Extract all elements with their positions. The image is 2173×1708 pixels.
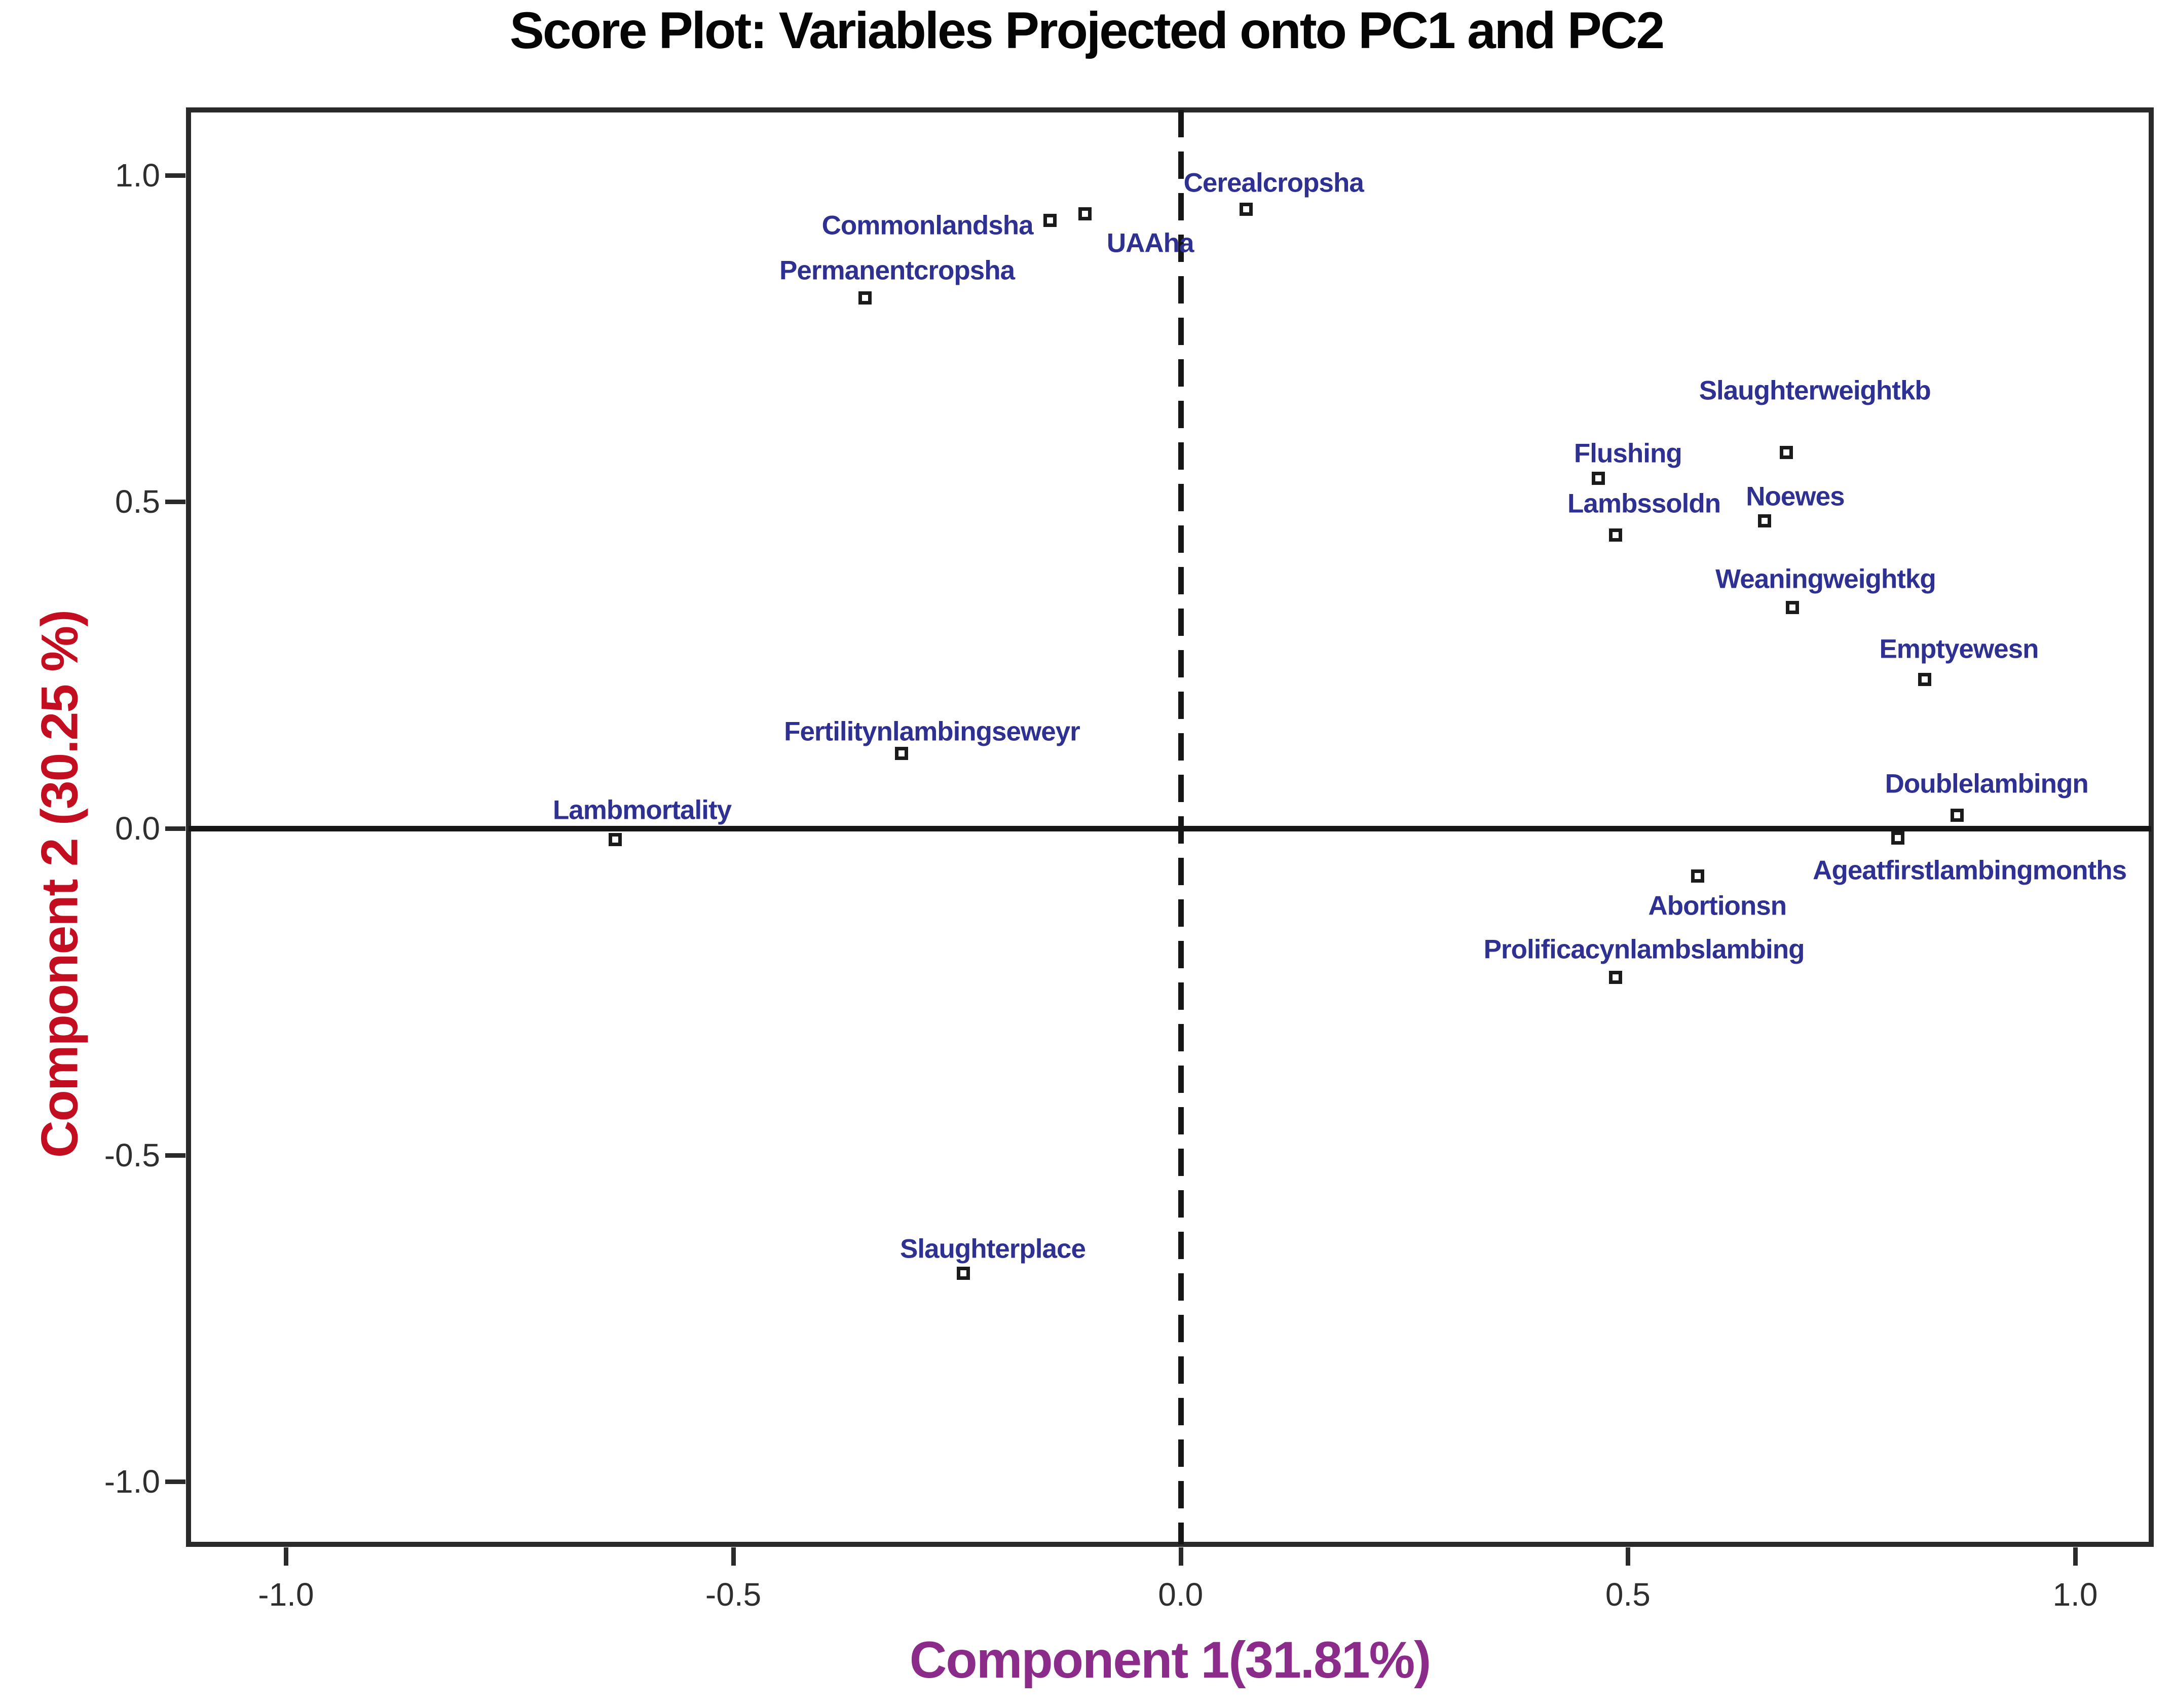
data-point-label: Flushing bbox=[1573, 438, 1682, 469]
data-point-label: Lambmortality bbox=[552, 795, 732, 825]
chart-title: Score Plot: Variables Projected onto PC1… bbox=[509, 2, 1665, 59]
x-axis-tick bbox=[731, 1547, 736, 1566]
data-point-label: Commonlandsha bbox=[821, 210, 1034, 241]
data-point-marker bbox=[1918, 673, 1932, 687]
data-point-label: Weaningweightkg bbox=[1715, 564, 1936, 594]
data-point-label: Fertilitynlambingseweyr bbox=[784, 716, 1080, 747]
x-axis-tick bbox=[1626, 1547, 1631, 1566]
x-axis-title: Component 1(31.81%) bbox=[909, 1631, 1432, 1689]
data-point-label: Ageatfirstlambingmonths bbox=[1813, 855, 2127, 886]
data-point-marker bbox=[1043, 213, 1057, 227]
x-axis-tick-label: 0.5 bbox=[1605, 1576, 1651, 1613]
data-point-marker bbox=[1758, 514, 1772, 527]
data-point-label: Doublelambingn bbox=[1885, 769, 2089, 799]
data-point-marker bbox=[858, 291, 872, 305]
x-axis-tick-label: 1.0 bbox=[2052, 1576, 2098, 1613]
y-axis-tick-label: -1.0 bbox=[104, 1463, 160, 1500]
data-point-marker bbox=[894, 746, 908, 760]
y-axis-tick bbox=[165, 1153, 185, 1158]
data-point-label: Noewes bbox=[1746, 481, 1845, 512]
y-axis-tick bbox=[165, 826, 185, 831]
data-point-marker bbox=[956, 1266, 970, 1280]
data-point-label: Cerealcropsha bbox=[1183, 168, 1364, 198]
data-point-marker bbox=[1608, 528, 1622, 542]
data-point-marker bbox=[1608, 971, 1622, 984]
x-axis-tick-label: 0.0 bbox=[1158, 1576, 1204, 1613]
x-axis-tick bbox=[2073, 1547, 2078, 1566]
zero-line-horizontal bbox=[189, 826, 2151, 832]
y-axis-tick bbox=[165, 1479, 185, 1485]
x-axis-tick-label: -1.0 bbox=[258, 1576, 314, 1613]
data-point-label: Emptyewesn bbox=[1879, 634, 2039, 664]
data-point-marker bbox=[1592, 472, 1605, 485]
data-point-label: Prolificacynlambslambing bbox=[1483, 934, 1805, 965]
y-axis-tick bbox=[165, 500, 185, 505]
x-axis-tick-label: -0.5 bbox=[705, 1576, 762, 1613]
data-point-marker bbox=[1891, 831, 1905, 845]
data-point-marker bbox=[1779, 445, 1793, 459]
y-axis-tick-label: 0.0 bbox=[115, 810, 160, 847]
data-point-label: Slaughterweightkb bbox=[1699, 375, 1931, 406]
x-axis-tick bbox=[1178, 1547, 1183, 1566]
data-point-label: UAAha bbox=[1106, 228, 1194, 258]
data-point-marker bbox=[1239, 202, 1253, 216]
data-point-label: Lambssoldn bbox=[1567, 488, 1721, 519]
data-point-label: Abortionsn bbox=[1648, 891, 1787, 921]
y-axis-tick-label: 0.5 bbox=[115, 483, 160, 520]
y-axis-tick-label: -0.5 bbox=[104, 1136, 160, 1173]
data-point-marker bbox=[1950, 809, 1964, 822]
data-point-label: Permanentcropsha bbox=[779, 255, 1015, 286]
data-point-marker bbox=[609, 832, 622, 846]
y-axis-tick bbox=[165, 173, 185, 178]
y-axis-tick-label: 1.0 bbox=[115, 157, 160, 194]
data-point-marker bbox=[1691, 869, 1704, 883]
data-point-marker bbox=[1786, 601, 1800, 615]
zero-line-vertical-dashed bbox=[1178, 110, 1184, 1544]
data-point-marker bbox=[1078, 207, 1092, 220]
x-axis-tick bbox=[284, 1547, 289, 1566]
data-point-label: Slaughterplace bbox=[900, 1234, 1086, 1264]
